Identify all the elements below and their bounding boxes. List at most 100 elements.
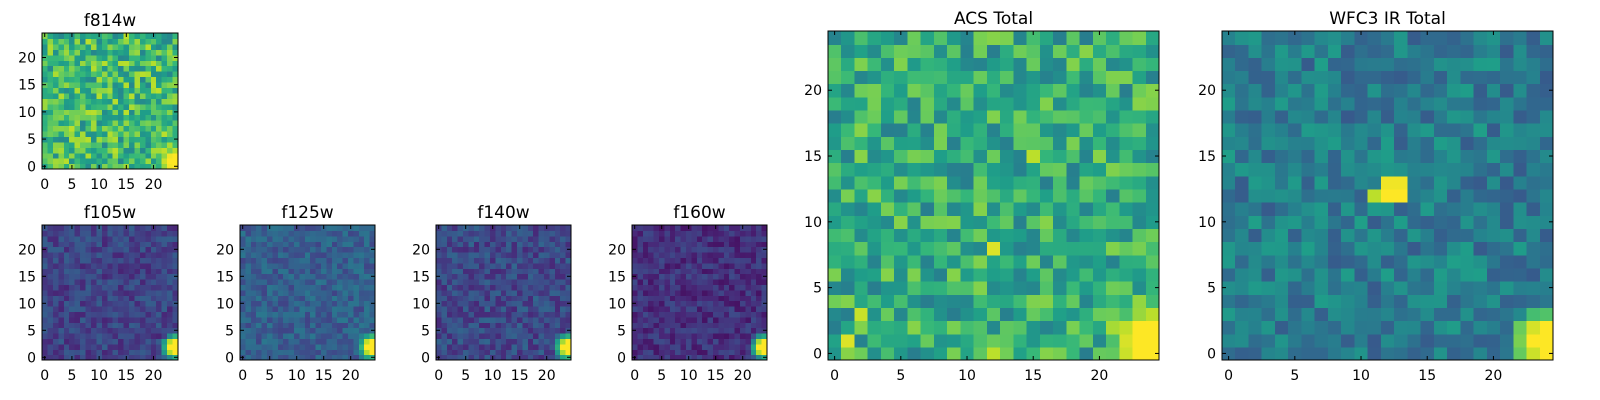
heatmap-cell [145, 225, 152, 231]
heatmap-cell [58, 246, 65, 253]
heatmap-cell [304, 349, 311, 356]
heatmap-cell [123, 60, 130, 67]
heatmap-cell [150, 252, 157, 258]
heatmap-cell [1473, 109, 1488, 124]
heatmap-cell [1407, 83, 1422, 98]
heatmap-cell [756, 252, 763, 258]
heatmap-cell [1394, 57, 1408, 72]
heatmap-cell [642, 268, 649, 275]
heatmap-cell [1354, 202, 1369, 216]
heatmap-cell [960, 96, 975, 111]
heatmap-cell [90, 33, 97, 40]
heatmap-cell [167, 316, 174, 323]
heatmap-cell [315, 311, 322, 318]
heatmap-cell [713, 241, 719, 248]
heatmap-cell [986, 215, 1001, 229]
heatmap-cell [1119, 320, 1134, 335]
heatmap-cell [1039, 57, 1054, 72]
heatmap-cell [632, 279, 638, 285]
heatmap-cell [506, 311, 513, 318]
heatmap-cell [648, 257, 655, 264]
heatmap-cell [80, 141, 87, 148]
heatmap-cell [1248, 333, 1263, 348]
heatmap-cell [58, 98, 65, 105]
heatmap-cell [986, 57, 1001, 72]
heatmap-cell [80, 316, 87, 323]
heatmap-cell [756, 295, 763, 302]
heatmap-cell [90, 262, 97, 269]
heatmap-cell [96, 43, 103, 50]
heatmap-cell [107, 252, 114, 258]
heatmap-cell [544, 316, 550, 323]
heatmap-cell [161, 268, 168, 275]
heatmap-cell [920, 109, 935, 124]
heatmap-cell [250, 306, 257, 312]
heatmap-cell [1513, 346, 1528, 361]
heatmap-cell [702, 279, 709, 285]
heatmap-cell [463, 316, 469, 323]
heatmap-cell [47, 252, 54, 258]
heatmap-cell [256, 268, 263, 275]
heatmap-cell [1274, 254, 1289, 269]
heatmap-cell [161, 230, 168, 237]
heatmap-cell [718, 306, 725, 312]
heatmap-cell [261, 279, 268, 285]
heatmap-cell [729, 306, 736, 312]
heatmap-cell [637, 333, 644, 339]
heatmap-cell [1526, 44, 1541, 58]
heatmap-cell [74, 120, 81, 127]
heatmap-cell [718, 225, 725, 231]
heatmap-cell [267, 284, 273, 291]
heatmap-cell [659, 306, 665, 312]
panel-title-f140w: f140w [477, 203, 529, 223]
heatmap-cell [1314, 188, 1329, 203]
heatmap-cell [353, 327, 360, 334]
heatmap-cell [123, 230, 130, 237]
heatmap-cell [880, 149, 895, 164]
heatmap-cell [750, 225, 757, 231]
heatmap-cell [326, 338, 333, 345]
heatmap-cell [745, 268, 752, 275]
heatmap-cell [58, 136, 65, 143]
heatmap-cell [632, 284, 638, 291]
heatmap-cell [1119, 333, 1134, 348]
heatmap-cell [47, 114, 54, 121]
heatmap-cell [172, 257, 179, 264]
heatmap-cell [841, 320, 856, 335]
heatmap-cell [1000, 83, 1014, 98]
heatmap-cell [637, 246, 644, 253]
heatmap-cell [364, 343, 371, 350]
heatmap-cell [696, 273, 703, 280]
heatmap-cell [1460, 175, 1475, 190]
heatmap-cell [74, 322, 81, 329]
heatmap-cell [42, 338, 49, 345]
heatmap-cell [734, 295, 741, 302]
heatmap-cell [702, 289, 709, 296]
heatmap-cell [1433, 254, 1448, 269]
x-tick-label: 0 [830, 368, 839, 384]
heatmap-cell [1248, 346, 1263, 361]
heatmap-cell [468, 225, 475, 231]
heatmap-cell [1106, 241, 1120, 256]
heatmap-cell [947, 333, 961, 348]
heatmap-cell [495, 322, 502, 329]
heatmap-cell [101, 54, 108, 61]
heatmap-cell [129, 354, 136, 361]
y-tick-label: 20 [216, 242, 234, 258]
heatmap-cell [495, 295, 502, 302]
heatmap-cell [369, 268, 376, 275]
heatmap-cell [1460, 294, 1475, 308]
heatmap-cell [986, 241, 1001, 256]
heatmap-cell [867, 162, 882, 177]
heatmap-cell [1500, 57, 1514, 72]
heatmap-cell [74, 92, 81, 99]
heatmap-cell [101, 279, 108, 285]
heatmap-cell [123, 316, 130, 323]
heatmap-cell [1433, 31, 1448, 45]
heatmap-cell [358, 316, 365, 323]
heatmap-cell [123, 235, 130, 242]
heatmap-cell [511, 338, 518, 345]
heatmap-cell [457, 225, 464, 231]
heatmap-cell [554, 268, 561, 275]
heatmap-cell [1288, 346, 1303, 361]
